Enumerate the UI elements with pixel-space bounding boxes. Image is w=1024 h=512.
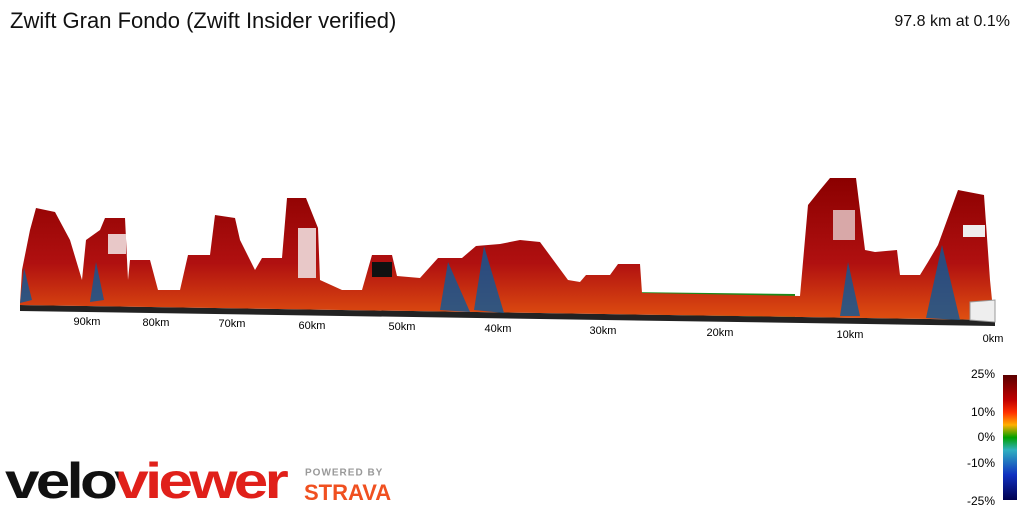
scale-label: 10% (971, 405, 995, 419)
powered-by: POWERED BY (305, 468, 383, 479)
distance-label: 30km (590, 325, 617, 337)
scale-label: -25% (967, 494, 995, 508)
scale-label: 25% (971, 367, 995, 381)
distance-labels: 90km 80km 70km 60km 50km 40km 30km 20km … (74, 316, 1004, 345)
distance-label: 10km (837, 329, 864, 341)
gradient-scale: 25% 10% 0% -10% -25% (967, 367, 1017, 508)
distance-label: 90km (74, 316, 101, 328)
distance-label: 50km (389, 321, 416, 333)
elevation-profile (20, 178, 996, 326)
summary: 97.8 km at 0.1% (894, 13, 1010, 30)
scale-label: 0% (978, 430, 996, 444)
logo: veloviewer (5, 453, 288, 509)
distance-label: 80km (143, 317, 170, 329)
distance-label: 40km (485, 323, 512, 335)
strava-logo: STRAVA (304, 480, 391, 505)
title: Zwift Gran Fondo (Zwift Insider verified… (10, 8, 396, 33)
scale-label: -10% (967, 456, 995, 470)
distance-label: 70km (219, 318, 246, 330)
distance-label: 0km (983, 333, 1004, 345)
distance-label: 60km (299, 320, 326, 332)
distance-label: 20km (707, 327, 734, 339)
